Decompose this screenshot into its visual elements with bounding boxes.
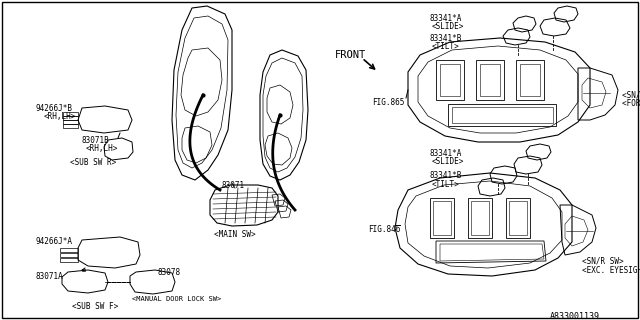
Text: 83071: 83071: [222, 181, 245, 190]
Text: 83078: 83078: [158, 268, 181, 277]
Text: <RH,LH>: <RH,LH>: [44, 112, 76, 121]
Text: <SN/R SW>: <SN/R SW>: [622, 90, 640, 99]
Text: 83341*A: 83341*A: [430, 14, 462, 23]
Text: FRONT: FRONT: [335, 50, 366, 60]
Text: 83071B: 83071B: [82, 136, 109, 145]
Text: <SUB SW R>: <SUB SW R>: [70, 158, 116, 167]
Text: 83071A: 83071A: [36, 272, 64, 281]
Text: 94266J*B: 94266J*B: [36, 104, 73, 113]
Text: <SLIDE>: <SLIDE>: [432, 22, 465, 31]
Text: 83341*B: 83341*B: [430, 34, 462, 43]
Text: <MAIN SW>: <MAIN SW>: [214, 230, 255, 239]
Text: <SLIDE>: <SLIDE>: [432, 157, 465, 166]
Text: <SN/R SW>: <SN/R SW>: [582, 257, 623, 266]
Text: <RH,LH>: <RH,LH>: [86, 144, 118, 153]
Text: FIG.846: FIG.846: [368, 225, 401, 234]
Text: FIG.865: FIG.865: [372, 98, 404, 107]
Text: <TILT>: <TILT>: [432, 180, 460, 189]
Text: <MANUAL DOOR LOCK SW>: <MANUAL DOOR LOCK SW>: [132, 296, 221, 302]
Text: 83341*A: 83341*A: [430, 149, 462, 158]
Text: <FOR EYESIGHT>: <FOR EYESIGHT>: [622, 99, 640, 108]
Text: 83341*B: 83341*B: [430, 171, 462, 180]
Text: <TILT>: <TILT>: [432, 42, 460, 51]
Text: <EXC. EYESIGHT>: <EXC. EYESIGHT>: [582, 266, 640, 275]
Text: A833001139: A833001139: [550, 312, 600, 320]
Text: <SUB SW F>: <SUB SW F>: [72, 302, 118, 311]
Text: 94266J*A: 94266J*A: [36, 237, 73, 246]
